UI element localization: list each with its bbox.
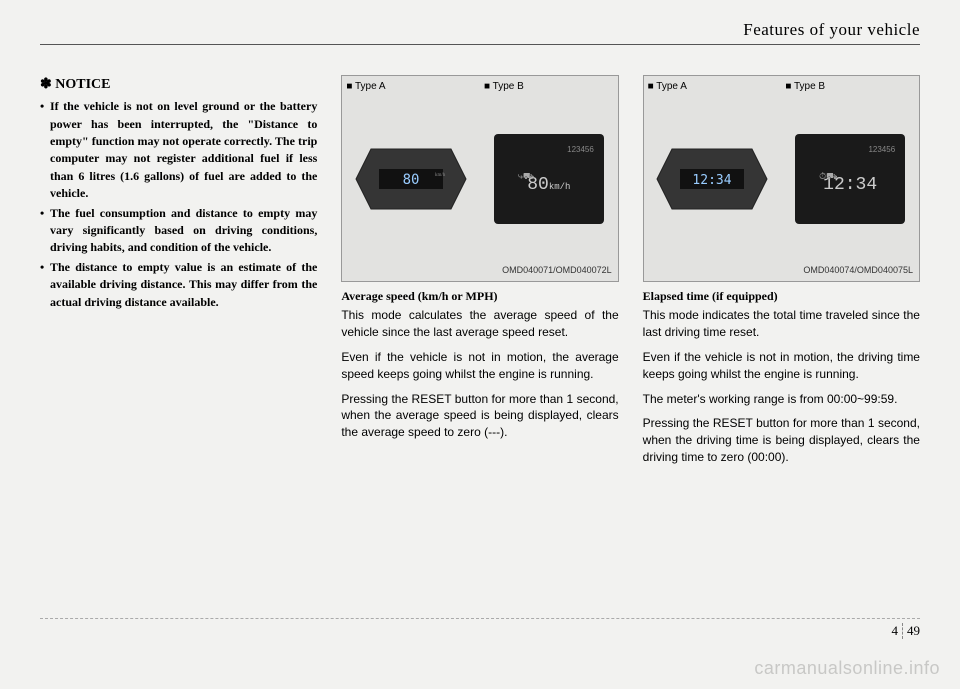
page-footer: 4 49 bbox=[892, 623, 921, 639]
type-a-label: ■ Type A bbox=[648, 80, 687, 95]
body-paragraph: Pressing the RESET button for more than … bbox=[643, 415, 920, 465]
column-average-speed: ■ Type A 80 km/h ■ Type B 123456 ⤷⛟ 80 bbox=[341, 75, 618, 474]
type-b-label: ■ Type B bbox=[484, 80, 524, 95]
svg-text:80: 80 bbox=[403, 172, 420, 188]
figure-type-b: ■ Type B 123456 ⤷⛟ 80km/h bbox=[480, 76, 618, 281]
body-paragraph: This mode indicates the total time trave… bbox=[643, 307, 920, 341]
notice-bullet: • The distance to empty value is an esti… bbox=[40, 259, 317, 311]
bullet-icon: • bbox=[40, 205, 50, 257]
figure-type-a: ■ Type A 12:34 bbox=[644, 76, 782, 281]
notice-text: The distance to empty value is an estima… bbox=[50, 259, 317, 311]
section-subhead: Elapsed time (if equipped) bbox=[643, 288, 920, 305]
figure-type-a: ■ Type A 80 km/h bbox=[342, 76, 480, 281]
footer-divider bbox=[40, 618, 920, 619]
section-number: 4 bbox=[892, 623, 904, 639]
bullet-icon: • bbox=[40, 98, 50, 202]
gauge-b-odometer: 123456 bbox=[567, 144, 594, 156]
column-elapsed-time: ■ Type A 12:34 ■ Type B 123456 ⏱⛟ 12:34 bbox=[643, 75, 920, 474]
notice-text: The fuel consumption and distance to emp… bbox=[50, 205, 317, 257]
notice-title: ✽ NOTICE bbox=[40, 75, 317, 95]
watermark: carmanualsonline.info bbox=[754, 658, 940, 679]
gauge-b-odometer: 123456 bbox=[868, 144, 895, 156]
gauge-type-a-icon: 80 km/h bbox=[351, 134, 471, 224]
figure-code: OMD040074/OMD040075L bbox=[803, 264, 913, 277]
clock-icon: ⏱⛟ bbox=[819, 170, 837, 183]
gauge-b-unit: km/h bbox=[549, 182, 571, 192]
figure-average-speed: ■ Type A 80 km/h ■ Type B 123456 ⤷⛟ 80 bbox=[341, 75, 618, 282]
columns: ✽ NOTICE • If the vehicle is not on leve… bbox=[40, 75, 920, 474]
page-number: 49 bbox=[907, 623, 920, 639]
speed-icon: ⤷⛟ bbox=[518, 170, 534, 183]
svg-text:12:34: 12:34 bbox=[693, 173, 732, 188]
svg-text:km/h: km/h bbox=[435, 173, 446, 178]
page-container: Features of your vehicle ✽ NOTICE • If t… bbox=[0, 0, 960, 650]
body-paragraph: Even if the vehicle is not in motion, th… bbox=[341, 349, 618, 383]
gauge-type-b-icon: 123456 ⏱⛟ 12:34 bbox=[795, 134, 905, 224]
column-notice: ✽ NOTICE • If the vehicle is not on leve… bbox=[40, 75, 317, 474]
page-header: Features of your vehicle bbox=[40, 20, 920, 45]
notice-bullet: • The fuel consumption and distance to e… bbox=[40, 205, 317, 257]
notice-bullet: • If the vehicle is not on level ground … bbox=[40, 98, 317, 202]
gauge-type-b-icon: 123456 ⤷⛟ 80km/h bbox=[494, 134, 604, 224]
body-paragraph: This mode calculates the average speed o… bbox=[341, 307, 618, 341]
body-paragraph: Pressing the RESET button for more than … bbox=[341, 391, 618, 441]
bullet-icon: • bbox=[40, 259, 50, 311]
section-subhead: Average speed (km/h or MPH) bbox=[341, 288, 618, 305]
type-b-label: ■ Type B bbox=[785, 80, 825, 95]
figure-code: OMD040071/OMD040072L bbox=[502, 264, 612, 277]
figure-elapsed-time: ■ Type A 12:34 ■ Type B 123456 ⏱⛟ 12:34 bbox=[643, 75, 920, 282]
notice-text: If the vehicle is not on level ground or… bbox=[50, 98, 317, 202]
body-paragraph: Even if the vehicle is not in motion, th… bbox=[643, 349, 920, 383]
gauge-type-a-icon: 12:34 bbox=[652, 134, 772, 224]
figure-type-b: ■ Type B 123456 ⏱⛟ 12:34 bbox=[781, 76, 919, 281]
body-paragraph: The meter's working range is from 00:00~… bbox=[643, 391, 920, 408]
type-a-label: ■ Type A bbox=[346, 80, 385, 95]
